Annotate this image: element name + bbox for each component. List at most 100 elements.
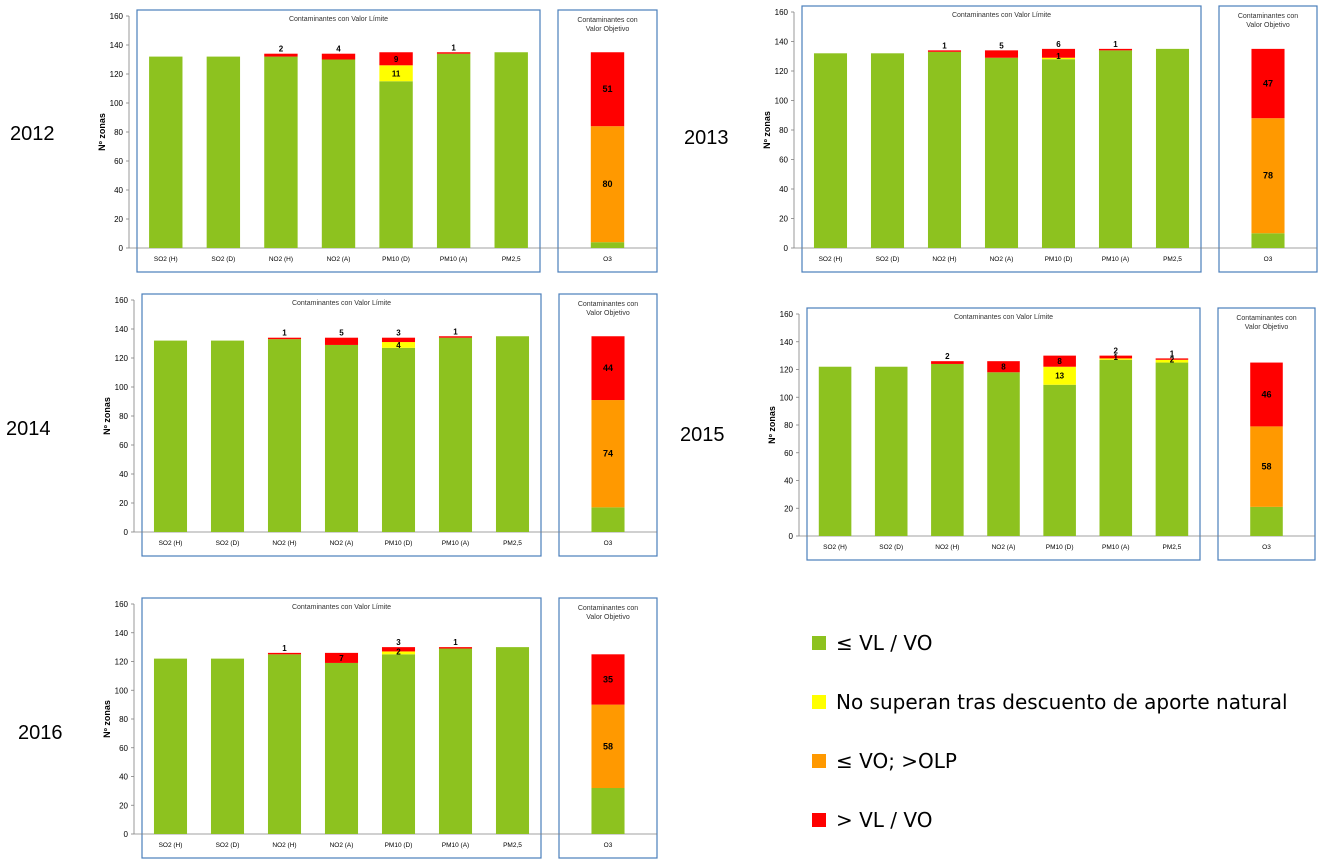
limit-group-title: Contaminantes con Valor Límite	[292, 300, 391, 307]
data-label: 1	[1170, 349, 1175, 358]
y-axis-label: Nº zonas	[97, 113, 107, 151]
x-tick-label: PM10 (A)	[442, 842, 469, 849]
bar-segment-red	[267, 652, 302, 655]
bar-segment-red	[1098, 48, 1133, 51]
data-label: 1	[1056, 52, 1061, 61]
bar-segment-red	[324, 337, 359, 345]
bar-segment-green	[1098, 50, 1133, 248]
limit-group-title: Contaminantes con Valor Límite	[954, 314, 1053, 321]
bar-segment-green	[324, 344, 359, 532]
y-tick-label: 140	[775, 38, 789, 47]
data-label: 58	[603, 741, 613, 751]
legend-item-yellow: No superan tras descuento de aporte natu…	[812, 687, 1288, 717]
x-tick-label: NO2 (H)	[932, 256, 956, 263]
chart-2015: Contaminantes con Valor Límite Contaminan…	[767, 307, 1316, 561]
limit-group-frame	[136, 9, 541, 273]
y-tick-label: 160	[115, 600, 129, 609]
x-tick-label: O3	[604, 842, 613, 849]
year-label-2016: 2016	[18, 722, 63, 744]
bar-segment-green	[813, 53, 848, 248]
bar-segment-green	[591, 507, 625, 532]
x-tick-label: PM2,5	[1163, 544, 1182, 551]
bar-segment-yellow	[1041, 57, 1076, 60]
bar-segment-green	[264, 56, 298, 248]
legend-item-red: > VL / VO	[812, 805, 1288, 835]
bar-segment-green	[206, 56, 241, 248]
year-label-2012: 2012	[10, 123, 55, 145]
y-tick-label: 20	[114, 215, 123, 224]
bar-segment-green	[1250, 506, 1283, 536]
legend-swatch-yellow	[812, 695, 826, 709]
bar-segment-red	[931, 361, 964, 364]
y-tick-label: 80	[114, 128, 123, 137]
y-axis-label: Nº zonas	[102, 700, 112, 738]
bar-segment-red	[1251, 48, 1285, 119]
y-tick-label: 160	[115, 296, 129, 305]
bar-segment-red	[1155, 358, 1189, 360]
legend-label-green: ≤ VL / VO	[836, 631, 933, 655]
objective-group-frame	[557, 9, 658, 273]
objective-group-title: Contaminantes con Valor Objetivo	[577, 17, 637, 33]
bar-segment-green	[495, 647, 530, 834]
bar-segment-green	[1155, 362, 1189, 536]
bar-segment-red	[264, 53, 298, 57]
y-axis-label: Nº zonas	[762, 111, 772, 149]
chart-2013: Contaminantes con Valor Límite Contaminan…	[762, 5, 1318, 273]
bar-segment-red	[590, 52, 625, 127]
y-tick-label: 100	[115, 383, 129, 392]
legend-item-green: ≤ VL / VO	[812, 628, 1288, 658]
data-label: 9	[394, 55, 399, 64]
bar-segment-green	[494, 52, 528, 248]
y-tick-label: 0	[124, 528, 129, 537]
bar-segment-green	[267, 339, 302, 532]
y-tick-label: 40	[784, 477, 793, 486]
x-tick-label: PM10 (D)	[385, 540, 413, 547]
legend-label-red: > VL / VO	[836, 808, 933, 832]
data-label: 5	[999, 41, 1004, 50]
bar-segment-red	[436, 52, 471, 54]
y-tick-label: 160	[110, 12, 124, 21]
bar-segment-green	[874, 366, 908, 536]
data-label: 2	[1114, 347, 1119, 356]
bar-segment-red	[381, 337, 416, 343]
bar-segment-red	[987, 361, 1020, 373]
data-label: 80	[602, 179, 612, 189]
x-tick-label: SO2 (D)	[211, 256, 235, 263]
data-label: 4	[336, 45, 341, 54]
y-tick-label: 40	[114, 186, 123, 195]
x-tick-label: NO2 (A)	[330, 842, 354, 849]
y-tick-label: 80	[119, 715, 128, 724]
y-tick-label: 100	[780, 393, 794, 402]
data-label: 3	[396, 329, 401, 338]
y-tick-label: 140	[115, 325, 129, 334]
x-tick-label: SO2 (H)	[159, 540, 183, 547]
bar-segment-yellow	[1043, 366, 1076, 385]
data-label: 51	[602, 84, 612, 94]
legend-label-orange: ≤ VO; >OLP	[836, 749, 957, 773]
x-tick-label: NO2 (H)	[272, 540, 296, 547]
bar-segment-green	[984, 57, 1019, 248]
x-tick-label: SO2 (D)	[879, 544, 903, 551]
data-label: 1	[453, 327, 458, 336]
x-tick-label: PM10 (A)	[1102, 544, 1129, 551]
bar-segment-red	[438, 647, 473, 649]
data-label: 4	[396, 341, 401, 350]
bar-segment-green	[987, 372, 1020, 536]
bar-segment-orange	[591, 400, 625, 508]
y-tick-label: 60	[784, 449, 793, 458]
x-tick-label: O3	[604, 540, 613, 547]
y-tick-label: 120	[115, 658, 129, 667]
bar-segment-green	[931, 363, 964, 536]
x-tick-label: PM2,5	[503, 540, 522, 547]
y-tick-label: 120	[115, 354, 129, 363]
data-label: 1	[282, 329, 287, 338]
y-tick-label: 0	[119, 244, 124, 253]
y-axis-label: Nº zonas	[102, 397, 112, 435]
x-tick-label: PM10 (A)	[442, 540, 469, 547]
data-label: 13	[1055, 372, 1064, 381]
x-tick-label: NO2 (A)	[990, 256, 1014, 263]
x-tick-label: O3	[1262, 544, 1271, 551]
bar-segment-green	[438, 648, 473, 834]
bar-segment-red	[379, 52, 413, 66]
chart-2014: Contaminantes con Valor Límite Contaminan…	[102, 293, 658, 557]
